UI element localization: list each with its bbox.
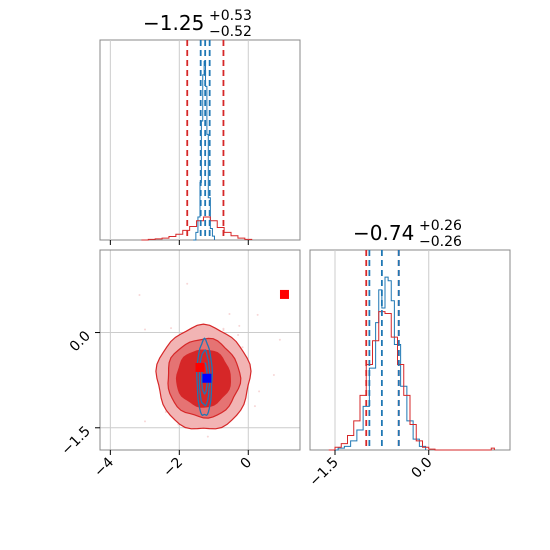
histogram-series [331, 276, 427, 451]
blue-contour-level [196, 337, 213, 417]
markers [195, 289, 289, 383]
scatter-point [278, 338, 281, 341]
panel-title-minus: −0.26 [419, 234, 462, 250]
histograms [328, 276, 495, 451]
square-marker [195, 362, 205, 372]
histogram-series [193, 60, 215, 241]
histograms [141, 60, 253, 241]
scatter-point [256, 313, 259, 316]
scatter-point [238, 324, 241, 327]
square-marker [202, 373, 212, 383]
scatter-point [253, 405, 256, 408]
joint-scatter-panel: −4 −2 0 −1.5 0.0 [58, 249, 325, 481]
scatter-point [170, 327, 173, 330]
x-tick-label: −1.5 [306, 455, 341, 490]
histogram-series [328, 311, 495, 451]
square-marker [279, 289, 289, 299]
x-ticks [109, 240, 249, 245]
x-tick-label: 0.0 [409, 455, 436, 482]
panel-title-plus: +0.53 [209, 8, 252, 24]
blue-contour-level [198, 349, 211, 407]
panel-title: −1.25 [143, 11, 204, 35]
blue-contours [196, 337, 213, 417]
panel-title: −0.74 [353, 221, 414, 245]
scatter-point [143, 420, 146, 423]
scatter-point [138, 293, 141, 296]
scatter-point [228, 312, 231, 315]
quantile-lines [186, 40, 225, 240]
marginal-histogram-param1: −1.25 +0.53 −0.52 [99, 8, 301, 245]
x-ticks: −1.5 0.0 [306, 450, 436, 490]
scatter-point [258, 390, 261, 393]
scatter-point [323, 366, 325, 368]
x-tick-label: 0 [237, 455, 255, 473]
grid [334, 250, 430, 450]
blue-contour-level [201, 362, 208, 395]
grid [109, 40, 249, 240]
scatter-point [143, 328, 146, 331]
scatter-point [206, 435, 209, 438]
axes-frame [309, 249, 511, 451]
marginal-histogram-param2: −1.5 0.0 −0.74 +0.26 −0.26 [306, 218, 511, 490]
x-tick-label: −2 [160, 455, 186, 481]
scatter-point [272, 373, 275, 376]
scatter-point [237, 334, 240, 337]
y-tick-label: 0.0 [67, 328, 94, 355]
scatter-point [164, 411, 167, 414]
quantile-lines [365, 250, 400, 450]
axes-frame [99, 249, 301, 451]
panel-title-minus: −0.52 [209, 24, 252, 40]
scatter-point [222, 327, 225, 330]
y-tick-label: −1.5 [58, 423, 93, 458]
x-tick-label: −4 [91, 454, 117, 480]
scatter-and-contours [138, 282, 325, 438]
panel-title-plus: +0.26 [419, 218, 462, 234]
scatter-point [186, 282, 189, 285]
scatter-point [241, 346, 244, 349]
histogram-series [141, 216, 253, 241]
